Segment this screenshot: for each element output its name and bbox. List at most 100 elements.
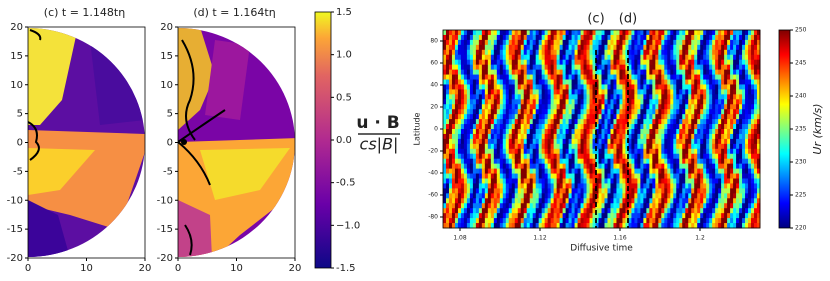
heatmap-cell bbox=[631, 114, 634, 119]
heatmap-cell bbox=[721, 193, 724, 198]
heatmap-cell bbox=[551, 188, 554, 193]
heatmap-cell bbox=[491, 55, 494, 60]
heatmap-cell bbox=[712, 134, 715, 139]
heatmap-cell bbox=[664, 99, 667, 104]
heatmap-cell bbox=[700, 55, 703, 60]
heatmap-cell bbox=[455, 65, 458, 70]
heatmap-cell bbox=[545, 149, 548, 154]
heatmap-cell bbox=[736, 139, 739, 144]
heatmap-cell bbox=[557, 179, 560, 184]
heatmap-cell bbox=[637, 45, 640, 50]
heatmap-cell bbox=[733, 65, 736, 70]
heatmap-cell bbox=[602, 159, 605, 164]
heatmap-cell bbox=[458, 208, 461, 213]
heatmap-cell bbox=[533, 94, 536, 99]
heatmap-cell bbox=[754, 169, 757, 174]
heatmap-cell bbox=[461, 188, 464, 193]
heatmap-cell bbox=[488, 193, 491, 198]
heatmap-cell bbox=[500, 134, 503, 139]
heatmap-cell bbox=[557, 203, 560, 208]
heatmap-cell bbox=[533, 174, 536, 179]
heatmap-cell bbox=[619, 30, 622, 35]
heatmap-cell bbox=[602, 84, 605, 89]
heatmap-cell bbox=[590, 75, 593, 80]
heatmap-cell bbox=[530, 40, 533, 45]
heatmap-cell bbox=[643, 149, 646, 154]
heatmap-cell bbox=[452, 193, 455, 198]
heatmap-cell bbox=[715, 169, 718, 174]
heatmap-cell bbox=[578, 60, 581, 65]
heatmap-cell bbox=[542, 75, 545, 80]
heatmap-cell bbox=[479, 114, 482, 119]
heatmap-cell bbox=[733, 124, 736, 129]
heatmap-cell bbox=[748, 55, 751, 60]
heatmap-cell bbox=[727, 124, 730, 129]
heatmap-cell bbox=[470, 144, 473, 149]
heatmap-cell bbox=[602, 80, 605, 85]
heatmap-cell bbox=[643, 80, 646, 85]
heatmap-cell bbox=[587, 104, 590, 109]
heatmap-cell bbox=[649, 149, 652, 154]
heatmap-cell bbox=[742, 55, 745, 60]
heatmap-cell bbox=[584, 65, 587, 70]
heatmap-cell bbox=[679, 104, 682, 109]
heatmap-cell bbox=[599, 99, 602, 104]
heatmap-cell bbox=[619, 183, 622, 188]
heatmap-cell bbox=[733, 188, 736, 193]
heatmap-cell bbox=[515, 94, 518, 99]
heatmap-cell bbox=[685, 124, 688, 129]
heatmap-cell bbox=[733, 203, 736, 208]
heatmap-cell bbox=[730, 55, 733, 60]
heatmap-cell bbox=[709, 169, 712, 174]
heatmap-cell bbox=[521, 129, 524, 134]
heatmap-cell bbox=[673, 213, 676, 218]
heatmap-cell bbox=[628, 55, 631, 60]
heatmap-cell bbox=[476, 124, 479, 129]
heatmap-cell bbox=[491, 169, 494, 174]
heatmap-cell bbox=[616, 124, 619, 129]
heatmap-cell bbox=[575, 89, 578, 94]
heatmap-cell bbox=[721, 188, 724, 193]
heatmap-cell bbox=[581, 124, 584, 129]
heatmap-cell bbox=[751, 65, 754, 70]
heatmap-cell bbox=[602, 179, 605, 184]
heatmap-cell bbox=[673, 159, 676, 164]
heatmap-cell bbox=[455, 109, 458, 114]
heatmap-cell bbox=[724, 60, 727, 65]
heatmap-cell bbox=[652, 193, 655, 198]
heatmap-cell bbox=[616, 84, 619, 89]
heatmap-cell bbox=[673, 45, 676, 50]
heatmap-cell bbox=[572, 45, 575, 50]
heatmap-cell bbox=[628, 203, 631, 208]
heatmap-cell bbox=[485, 114, 488, 119]
heatmap-cell bbox=[464, 223, 467, 228]
heatmap-cell bbox=[536, 50, 539, 55]
heatmap-cell bbox=[610, 70, 613, 75]
heatmap-cell bbox=[658, 119, 661, 124]
heatmap-cell bbox=[628, 89, 631, 94]
heatmap-cell bbox=[667, 45, 670, 50]
heatmap-cell bbox=[718, 80, 721, 85]
heatmap-cell bbox=[578, 139, 581, 144]
heatmap-cell bbox=[679, 124, 682, 129]
heatmap-cell bbox=[527, 30, 530, 35]
heatmap-cell bbox=[482, 60, 485, 65]
heatmap-cell bbox=[604, 179, 607, 184]
heatmap-cell bbox=[515, 198, 518, 203]
heatmap-cell bbox=[473, 60, 476, 65]
heatmap-cell bbox=[563, 99, 566, 104]
heatmap-cell bbox=[569, 144, 572, 149]
heatmap-cell bbox=[557, 40, 560, 45]
heatmap-cell bbox=[530, 208, 533, 213]
heatmap-cell bbox=[631, 50, 634, 55]
heatmap-cell bbox=[530, 114, 533, 119]
heatmap-cell bbox=[494, 89, 497, 94]
heatmap-cell bbox=[712, 208, 715, 213]
heatmap-cell bbox=[545, 114, 548, 119]
heatmap-cell bbox=[584, 75, 587, 80]
heatmap-cell bbox=[509, 65, 512, 70]
heatmap-cell bbox=[646, 104, 649, 109]
heatmap-cell bbox=[649, 114, 652, 119]
heatmap-cell bbox=[616, 193, 619, 198]
heatmap-cell bbox=[575, 30, 578, 35]
